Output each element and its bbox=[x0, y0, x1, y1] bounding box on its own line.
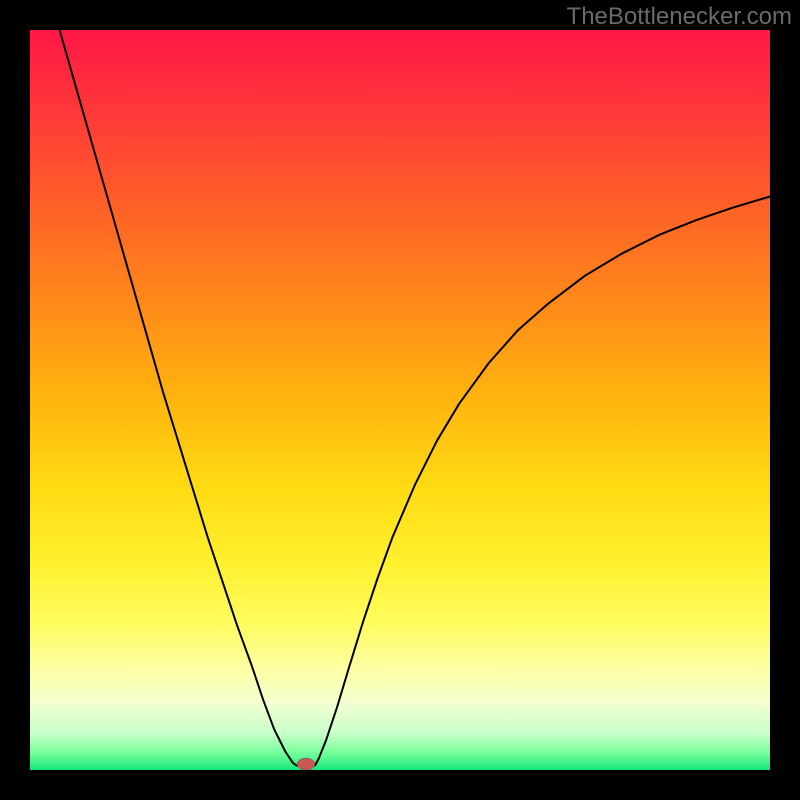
chart-svg bbox=[0, 0, 800, 800]
watermark-text: TheBottlenecker.com bbox=[567, 3, 792, 31]
marker-point bbox=[297, 758, 315, 770]
bottleneck-chart: TheBottlenecker.com bbox=[0, 0, 800, 800]
plot-background bbox=[30, 30, 770, 770]
